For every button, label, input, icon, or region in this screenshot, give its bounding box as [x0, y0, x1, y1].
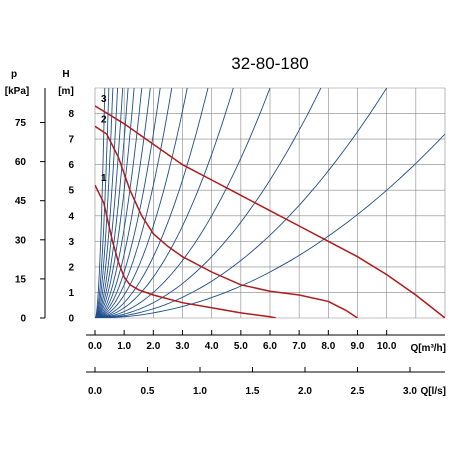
x-axis-flow-m3h-tick-label: 8.0	[321, 341, 335, 352]
y-axis-pressure-tick-label: 15	[15, 274, 27, 285]
x-axis-flow-m3h-tick-label: 3.0	[176, 341, 190, 352]
system-curve	[95, 88, 209, 318]
y-axis-head: H [m]	[58, 69, 74, 97]
plot-grid	[94, 87, 446, 319]
x-axis-flow-ls-tick-label: 1.5	[246, 386, 260, 397]
x-axis-flow-m3h-tick-label: 2.0	[146, 341, 160, 352]
system-curve	[95, 88, 388, 318]
y-axis-head-tick-label: 8	[68, 109, 74, 120]
x-axis-flow-m3h-label: Q[m³/h]	[410, 343, 446, 354]
y-axis-pressure-tick-label: 0	[20, 314, 26, 325]
x-axis-flow-m3h-tick-label: 7.0	[292, 341, 306, 352]
system-curve	[95, 133, 445, 318]
series-labels: 1 2 3	[101, 94, 107, 184]
x-axis-flow-ls-tick-label: 2.5	[351, 386, 365, 397]
x-axis-flow-m3h-tick-label: 1.0	[117, 341, 131, 352]
system-curve	[95, 88, 322, 318]
y-axis-pressure-tick-label: 60	[15, 157, 27, 168]
system-curve	[95, 88, 173, 318]
x-axis-flow-m3h-ticks: 0.0 1.0 2.0 3.0 4.0 5.0 6.0 7.0 8.0 9.0 10.0	[88, 330, 397, 352]
y-axis-pressure-name: p	[11, 69, 17, 80]
system-curve	[95, 88, 135, 318]
x-axis-flow-ls: Q[l/s]	[86, 371, 446, 397]
y-axis-head-name: H	[62, 69, 69, 80]
y-axis-pressure-tick-label: 30	[15, 235, 27, 246]
pump-curve-3	[95, 105, 445, 318]
x-axis-flow-ls-tick-label: 1.0	[193, 386, 207, 397]
system-curve	[95, 88, 188, 318]
y-axis-head-ticks: 0 1 2 3 4 5 6 7 8	[68, 109, 74, 324]
y-axis-head-tick-label: 2	[68, 262, 74, 273]
system-curve	[95, 88, 151, 318]
x-axis-flow-ls-label: Q[l/s]	[420, 386, 446, 397]
pump-curves	[95, 105, 445, 318]
y-axis-pressure-unit: [kPa]	[5, 86, 29, 97]
system-curve	[95, 88, 234, 318]
system-curve	[95, 88, 106, 318]
pump-curve-1	[95, 184, 276, 318]
system-curve	[95, 88, 271, 318]
x-axis-flow-m3h-tick-label: 9.0	[351, 341, 365, 352]
y-axis-head-tick-label: 3	[68, 237, 74, 248]
y-axis-pressure-tick-label: 45	[15, 196, 27, 207]
y-axis-head-tick-label: 0	[68, 314, 74, 325]
series-label-2: 2	[101, 114, 107, 125]
system-curve	[95, 88, 129, 318]
x-axis-flow-m3h-tick-label: 4.0	[205, 341, 219, 352]
series-label-3: 3	[101, 94, 107, 105]
series-label-1: 1	[101, 173, 107, 184]
y-axis-head-tick-label: 1	[68, 288, 74, 299]
y-axis-head-tick-label: 6	[68, 160, 74, 171]
y-axis-head-unit: [m]	[58, 86, 74, 97]
x-axis-flow-m3h-tick-label: 10.0	[377, 341, 397, 352]
x-axis-flow-m3h: Q[m³/h]	[86, 334, 446, 354]
x-axis-flow-ls-ticks: 0.0 0.5 1.0 1.5 2.0 2.5 3.0	[88, 367, 417, 397]
chart-title: 32-80-180	[231, 54, 309, 73]
pump-curve-2	[95, 125, 358, 318]
y-axis-head-tick-label: 4	[68, 211, 74, 222]
y-axis-head-tick-label: 7	[68, 135, 74, 146]
system-curve	[95, 88, 119, 318]
y-axis-pressure-ticks: 0 15 30 45 60 75	[15, 118, 45, 325]
y-axis-head-tick-label: 5	[68, 186, 74, 197]
system-curve	[95, 88, 161, 318]
x-axis-flow-ls-tick-label: 3.0	[403, 386, 417, 397]
x-axis-flow-ls-tick-label: 0.0	[88, 386, 102, 397]
y-axis-pressure: p [kPa]	[5, 69, 46, 318]
x-axis-flow-m3h-tick-label: 0.0	[88, 341, 102, 352]
system-curve	[95, 88, 110, 318]
x-axis-flow-m3h-tick-label: 6.0	[263, 341, 277, 352]
x-axis-flow-ls-tick-label: 0.5	[141, 386, 155, 397]
x-axis-flow-ls-tick-label: 2.0	[298, 386, 312, 397]
y-axis-pressure-tick-label: 75	[15, 118, 27, 129]
x-axis-flow-m3h-tick-label: 5.0	[234, 341, 248, 352]
system-curve	[95, 88, 114, 318]
